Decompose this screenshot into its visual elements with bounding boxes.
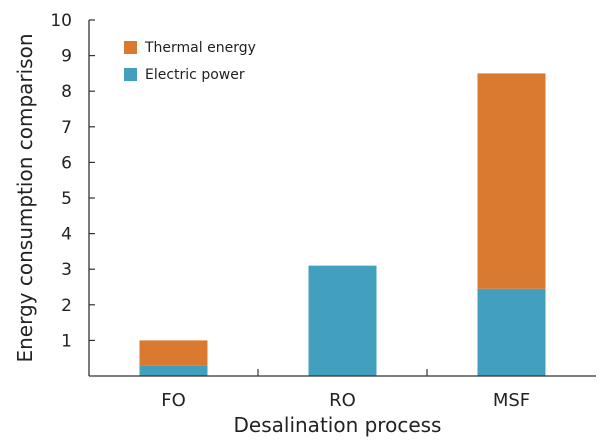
legend-swatch bbox=[124, 41, 137, 54]
x-tick-label: MSF bbox=[493, 390, 530, 411]
bar-segment-electric-power bbox=[477, 288, 546, 376]
legend-label: Electric power bbox=[145, 67, 245, 83]
y-tick-label: 7 bbox=[61, 118, 72, 138]
bars-group bbox=[139, 73, 546, 376]
bar-segment-thermal-energy bbox=[477, 73, 546, 289]
y-tick-label: 3 bbox=[61, 260, 72, 280]
x-axis-title: Desalination process bbox=[234, 413, 442, 437]
legend-swatch bbox=[124, 68, 137, 81]
bar-segment-thermal-energy bbox=[139, 340, 208, 366]
y-tick-label: 5 bbox=[61, 189, 72, 209]
x-tick-label: FO bbox=[161, 390, 186, 411]
x-tick-label: RO bbox=[329, 390, 356, 411]
legend-label: Thermal energy bbox=[144, 40, 256, 56]
x-ticks-group: FO RO MSF bbox=[161, 369, 530, 411]
bar-segment-electric-power bbox=[308, 265, 377, 376]
y-tick-label: 8 bbox=[61, 82, 72, 102]
legend: Thermal energy Electric power bbox=[124, 40, 256, 83]
y-tick-label: 6 bbox=[61, 153, 72, 173]
y-tick-label: 1 bbox=[61, 331, 72, 351]
y-axis-title: Energy consumption comparison bbox=[13, 33, 37, 362]
y-tick-label: 10 bbox=[50, 11, 72, 31]
bar-segment-electric-power bbox=[139, 365, 208, 376]
y-ticks-group: 1 2 3 4 5 6 7 8 9 10 bbox=[50, 11, 95, 351]
y-tick-label: 9 bbox=[61, 47, 72, 67]
y-tick-label: 2 bbox=[61, 296, 72, 316]
y-tick-label: 4 bbox=[61, 225, 72, 245]
